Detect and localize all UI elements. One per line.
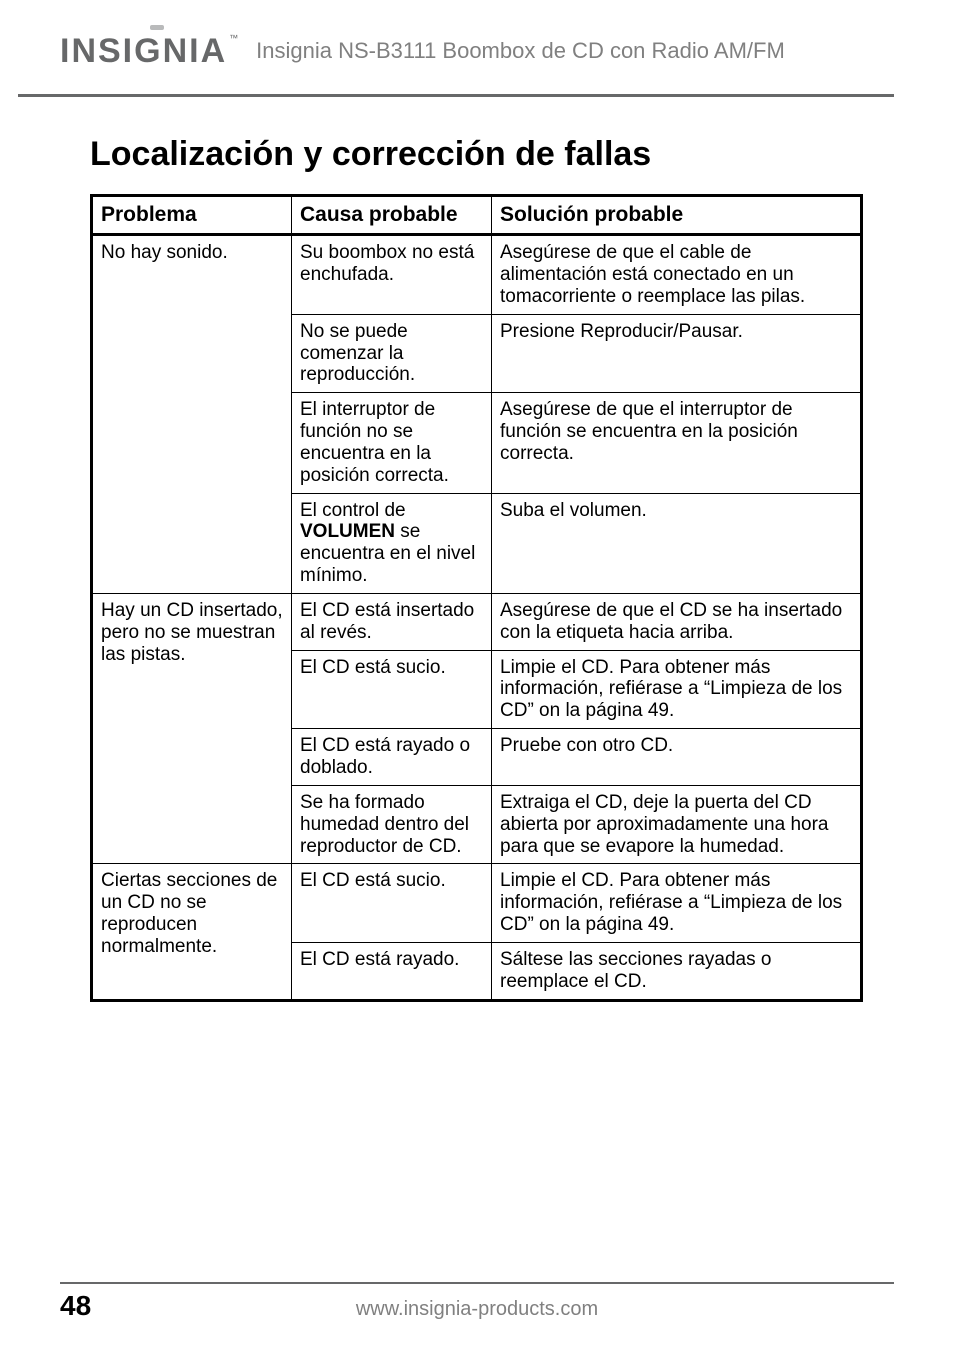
cell-problem: Hay un CD insertado, pero no se muestran… <box>92 593 292 863</box>
page-footer: 48 www.insignia-products.com <box>0 1282 954 1322</box>
cell-solution: Asegúrese de que el interruptor de funci… <box>492 393 862 493</box>
cell-solution: Presione Reproducir/Pausar. <box>492 314 862 393</box>
cell-solution: Suba el volumen. <box>492 493 862 593</box>
table-row: Ciertas secciones de un CD no se reprodu… <box>92 864 862 943</box>
cell-solution: Limpie el CD. Para obtener más informaci… <box>492 650 862 729</box>
cell-cause: El CD está sucio. <box>292 864 492 943</box>
th-solution: Solución probable <box>492 196 862 235</box>
cell-solution: Limpie el CD. Para obtener más informaci… <box>492 864 862 943</box>
footer-url: www.insignia-products.com <box>110 1298 844 1321</box>
brand-tm: ™ <box>229 33 238 43</box>
brand-logo: INSIGNIA™ <box>60 34 238 68</box>
brand-accent <box>150 25 164 30</box>
header-underline <box>18 94 894 97</box>
table-header-row: Problema Causa probable Solución probabl… <box>92 196 862 235</box>
cell-cause: No se puede comenzar la reproducción. <box>292 314 492 393</box>
th-cause: Causa probable <box>292 196 492 235</box>
cell-cause: Se ha formado humedad dentro del reprodu… <box>292 785 492 864</box>
cause-bold: VOLUMEN <box>300 521 395 542</box>
cell-solution: Asegúrese de que el cable de alimentació… <box>492 235 862 315</box>
brand-text: INSIGNIA <box>60 32 227 70</box>
cell-solution: Extraiga el CD, deje la puerta del CD ab… <box>492 785 862 864</box>
section-title: Localización y corrección de fallas <box>90 135 954 174</box>
cell-cause: El control de VOLUMEN se encuentra en el… <box>292 493 492 593</box>
th-problem: Problema <box>92 196 292 235</box>
page-header: INSIGNIA™ Insignia NS-B3111 Boombox de C… <box>0 0 954 97</box>
cell-solution: Sáltese las secciones rayadas o reemplac… <box>492 942 862 1000</box>
cell-problem: No hay sonido. <box>92 235 292 594</box>
cell-cause: Su boombox no está enchufada. <box>292 235 492 315</box>
table-row: No hay sonido. Su boombox no está enchuf… <box>92 235 862 315</box>
troubleshooting-table: Problema Causa probable Solución probabl… <box>90 194 863 1002</box>
table-row: Hay un CD insertado, pero no se muestran… <box>92 593 862 650</box>
cell-cause: El CD está sucio. <box>292 650 492 729</box>
cause-prefix: El control de <box>300 500 406 521</box>
cell-problem: Ciertas secciones de un CD no se reprodu… <box>92 864 292 1000</box>
page-number: 48 <box>60 1290 110 1322</box>
document-title: Insignia NS-B3111 Boombox de CD con Radi… <box>256 38 894 64</box>
cell-cause: El CD está rayado o doblado. <box>292 729 492 786</box>
footer-line <box>60 1282 894 1284</box>
cell-cause: El CD está insertado al revés. <box>292 593 492 650</box>
cell-cause: El CD está rayado. <box>292 942 492 1000</box>
cell-solution: Pruebe con otro CD. <box>492 729 862 786</box>
cell-cause: El interruptor de función no se encuentr… <box>292 393 492 493</box>
cell-solution: Asegúrese de que el CD se ha insertado c… <box>492 593 862 650</box>
